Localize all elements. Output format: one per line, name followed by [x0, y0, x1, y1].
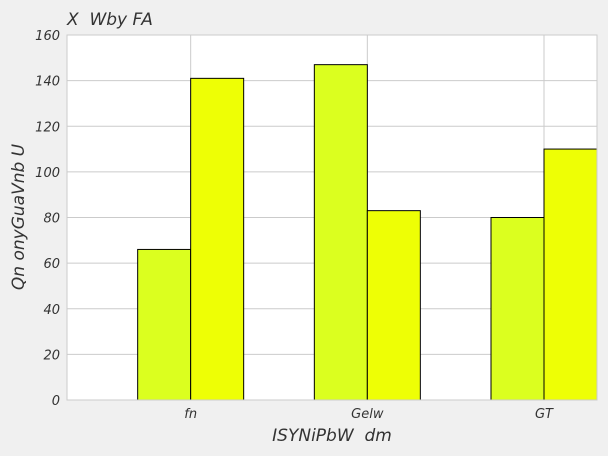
x-tick-label: fn: [184, 407, 197, 422]
y-tick-label: 0: [52, 394, 60, 409]
y-tick-label: 100: [35, 166, 60, 181]
bar-series-2-GT: [543, 148, 598, 401]
y-tick-label: 40: [43, 303, 60, 318]
x-tick-label: Gelw: [351, 407, 384, 422]
x-axis-label: ISYNiPbW dm: [272, 426, 392, 446]
y-tick-label: 60: [43, 257, 60, 272]
y-tick-label: 120: [35, 120, 60, 135]
y-tick-label: 140: [35, 75, 60, 90]
bar-series-1-fn: [137, 248, 192, 401]
y-axis-label: Qn onyGuaVnb U: [9, 143, 29, 290]
bar-series-1-GT: [490, 217, 545, 401]
bar-series-2-fn: [190, 77, 245, 401]
x-tick-labels: fn Gelw GT: [184, 407, 554, 422]
bars: [137, 64, 598, 401]
y-tick-labels: 0 20 40 60 80 100 120 140 160: [35, 29, 60, 409]
bar-series-2-Gelw: [366, 210, 421, 401]
plot-frame: [66, 34, 598, 401]
y-tick-label: 80: [43, 212, 60, 227]
bar-series-1-Gelw: [313, 64, 368, 401]
x-tick-label: GT: [535, 407, 554, 422]
y-tick-label: 20: [43, 348, 60, 363]
chart-title: X Wby FA: [66, 10, 153, 30]
y-tick-label: 160: [35, 29, 60, 44]
